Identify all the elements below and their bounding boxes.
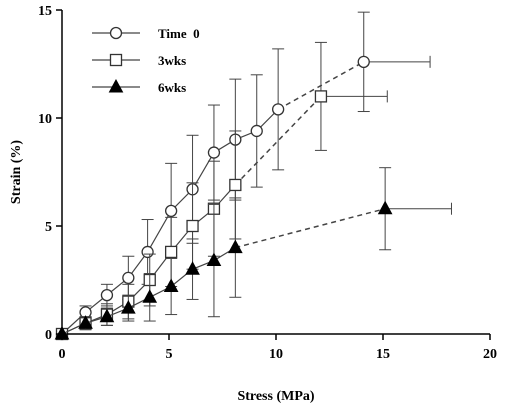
data-point — [271, 103, 285, 116]
legend-label: 6wks — [158, 80, 186, 95]
series-dashed-line — [235, 207, 386, 249]
plot-area — [54, 11, 452, 341]
data-point — [164, 204, 178, 218]
legend-marker — [109, 53, 123, 67]
x-tick-label: 0 — [59, 347, 66, 362]
data-point — [207, 146, 221, 159]
legend-label: 3wks — [158, 53, 186, 68]
x-tick-label: 15 — [376, 347, 390, 362]
x-tick-label: 10 — [269, 347, 283, 362]
tick-labels: 0 5 10 15 20 0 5 10 15 — [38, 4, 497, 362]
legend-marker — [109, 26, 123, 40]
legend-item-0: Time 0 — [92, 26, 200, 41]
data-point — [228, 239, 243, 254]
y-tick-label: 15 — [38, 4, 52, 19]
data-point — [377, 200, 393, 215]
axes — [61, 10, 490, 335]
y-tick-label: 5 — [45, 220, 52, 235]
x-axis-title: Stress (MPa) — [237, 389, 314, 404]
data-point — [122, 271, 135, 284]
series-2 — [54, 167, 452, 340]
data-point — [357, 55, 370, 68]
y-tick-label: 10 — [38, 112, 52, 127]
data-point — [100, 288, 114, 302]
legend-label: Time 0 — [158, 26, 200, 41]
data-point — [121, 300, 136, 314]
series-dashed-line — [234, 95, 322, 186]
data-point — [185, 261, 200, 275]
x-tick-label: 20 — [483, 347, 497, 362]
data-point — [164, 245, 178, 259]
legend-item-1: 3wks — [92, 53, 186, 68]
data-point — [141, 245, 154, 259]
data-point — [78, 315, 93, 329]
legend-item-2: 6wks — [92, 78, 186, 95]
y-axis-title: Strain (%) — [9, 140, 24, 205]
data-point — [142, 289, 158, 303]
data-point — [314, 90, 328, 103]
data-point — [99, 308, 115, 323]
legend: Time 0 3wks 6wks — [92, 26, 200, 95]
data-point — [229, 178, 242, 192]
legend-marker — [108, 78, 124, 93]
data-point — [206, 252, 222, 267]
data-point — [186, 219, 199, 233]
x-tick-label: 5 — [166, 347, 173, 362]
y-tick-label: 0 — [45, 328, 52, 343]
data-point — [250, 124, 263, 138]
series-line — [61, 108, 279, 335]
data-point — [163, 278, 179, 292]
